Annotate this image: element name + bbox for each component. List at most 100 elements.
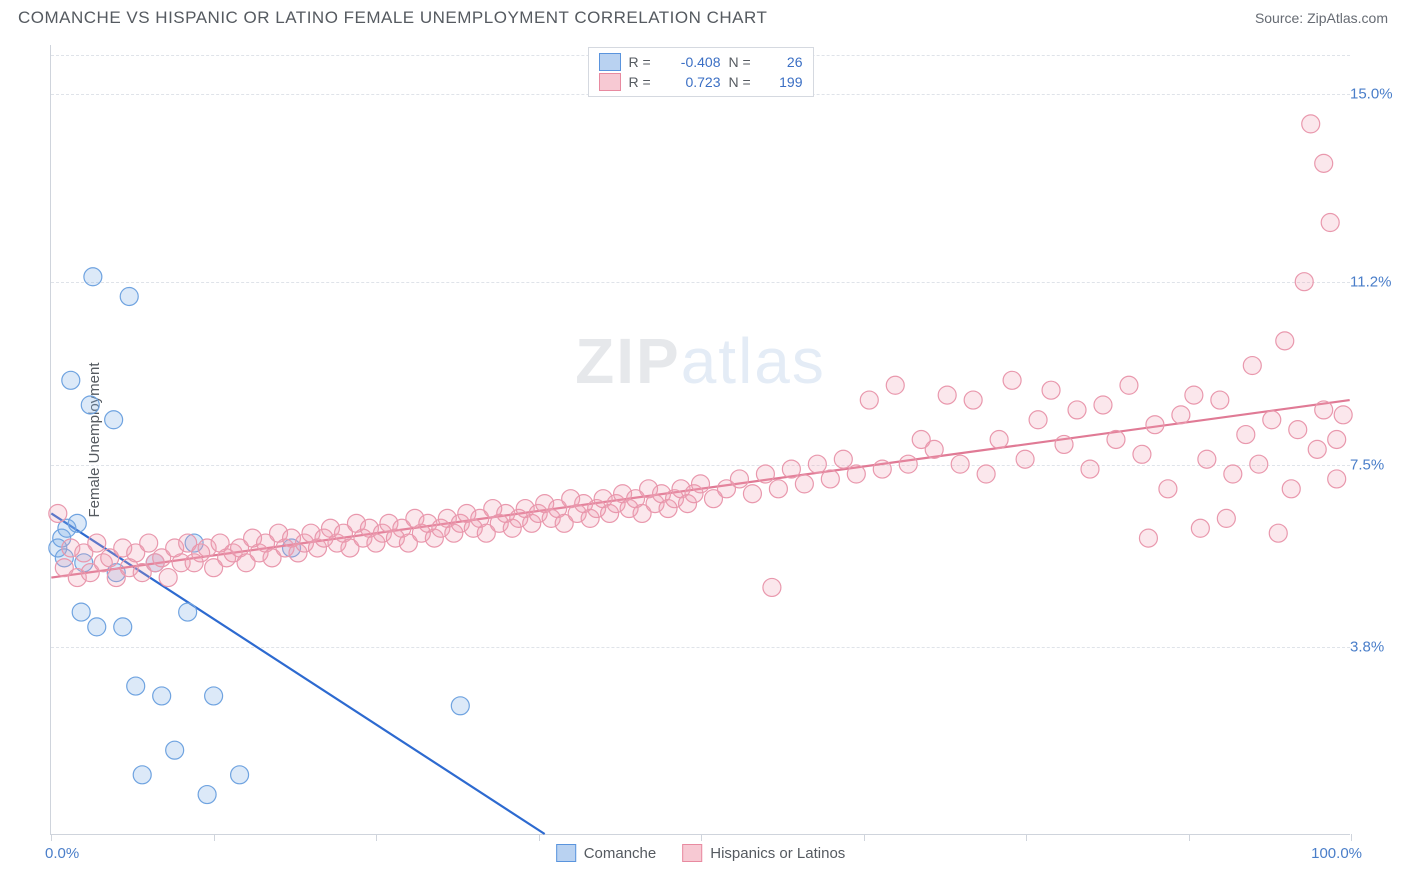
x-axis-min-label: 0.0% bbox=[45, 845, 79, 862]
data-point bbox=[1016, 450, 1034, 468]
data-point bbox=[166, 741, 184, 759]
data-point bbox=[105, 411, 123, 429]
x-tick bbox=[701, 834, 702, 841]
r-label: R = bbox=[629, 74, 657, 90]
legend-series: Comanche Hispanics or Latinos bbox=[556, 844, 846, 862]
y-tick-label: 7.5% bbox=[1350, 456, 1405, 473]
data-point bbox=[730, 470, 748, 488]
data-point bbox=[1159, 480, 1177, 498]
legend-label: Comanche bbox=[584, 845, 657, 862]
n-value-1: 26 bbox=[767, 54, 803, 70]
legend-swatch-icon bbox=[556, 844, 576, 862]
x-tick bbox=[214, 834, 215, 841]
chart-title: COMANCHE VS HISPANIC OR LATINO FEMALE UN… bbox=[18, 8, 767, 28]
chart-area: Female Unemployment ZIPatlas 3.8%7.5%11.… bbox=[50, 45, 1350, 835]
y-tick-label: 3.8% bbox=[1350, 639, 1405, 656]
data-point bbox=[1334, 406, 1352, 424]
n-value-2: 199 bbox=[767, 74, 803, 90]
x-axis-max-label: 100.0% bbox=[1311, 845, 1362, 862]
data-point bbox=[49, 504, 67, 522]
data-point bbox=[977, 465, 995, 483]
data-point bbox=[1003, 371, 1021, 389]
data-point bbox=[1107, 431, 1125, 449]
data-point bbox=[231, 766, 249, 784]
data-point bbox=[951, 455, 969, 473]
data-point bbox=[179, 603, 197, 621]
data-point bbox=[140, 534, 158, 552]
data-point bbox=[1321, 214, 1339, 232]
data-point bbox=[1263, 411, 1281, 429]
data-point bbox=[847, 465, 865, 483]
x-tick bbox=[376, 834, 377, 841]
data-point bbox=[808, 455, 826, 473]
legend-stats: R = -0.408 N = 26 R = 0.723 N = 199 bbox=[588, 47, 814, 97]
n-label: N = bbox=[729, 54, 759, 70]
data-point bbox=[1289, 421, 1307, 439]
data-point bbox=[1302, 115, 1320, 133]
data-point bbox=[1217, 509, 1235, 527]
data-point bbox=[120, 288, 138, 306]
data-point bbox=[1250, 455, 1268, 473]
data-point bbox=[88, 534, 106, 552]
data-point bbox=[451, 697, 469, 715]
data-point bbox=[1276, 332, 1294, 350]
data-point bbox=[1185, 386, 1203, 404]
data-point bbox=[886, 376, 904, 394]
x-tick bbox=[1351, 834, 1352, 841]
x-tick bbox=[51, 834, 52, 841]
data-point bbox=[114, 618, 132, 636]
data-point bbox=[1224, 465, 1242, 483]
x-tick bbox=[539, 834, 540, 841]
data-point bbox=[133, 766, 151, 784]
data-point bbox=[1029, 411, 1047, 429]
header: COMANCHE VS HISPANIC OR LATINO FEMALE UN… bbox=[0, 0, 1406, 32]
data-point bbox=[834, 450, 852, 468]
data-point bbox=[938, 386, 956, 404]
data-point bbox=[1081, 460, 1099, 478]
legend-stats-row-2: R = 0.723 N = 199 bbox=[599, 72, 803, 92]
data-point bbox=[873, 460, 891, 478]
data-point bbox=[1146, 416, 1164, 434]
data-point bbox=[1237, 426, 1255, 444]
legend-item-hispanic: Hispanics or Latinos bbox=[682, 844, 845, 862]
data-point bbox=[1133, 445, 1151, 463]
x-tick bbox=[1189, 834, 1190, 841]
legend-swatch-comanche bbox=[599, 53, 621, 71]
r-value-2: 0.723 bbox=[665, 74, 721, 90]
data-point bbox=[1243, 357, 1261, 375]
data-point bbox=[990, 431, 1008, 449]
data-point bbox=[1042, 381, 1060, 399]
data-point bbox=[1094, 396, 1112, 414]
legend-swatch-icon bbox=[682, 844, 702, 862]
data-point bbox=[756, 465, 774, 483]
data-point bbox=[1198, 450, 1216, 468]
data-point bbox=[1068, 401, 1086, 419]
data-point bbox=[769, 480, 787, 498]
data-point bbox=[1139, 529, 1157, 547]
data-point bbox=[127, 677, 145, 695]
scatter-plot bbox=[51, 45, 1350, 834]
data-point bbox=[925, 440, 943, 458]
data-point bbox=[1328, 431, 1346, 449]
data-point bbox=[782, 460, 800, 478]
legend-label: Hispanics or Latinos bbox=[710, 845, 845, 862]
y-tick-label: 11.2% bbox=[1350, 274, 1405, 291]
data-point bbox=[860, 391, 878, 409]
r-label: R = bbox=[629, 54, 657, 70]
data-point bbox=[821, 470, 839, 488]
data-point bbox=[763, 578, 781, 596]
x-tick bbox=[1026, 834, 1027, 841]
data-point bbox=[1120, 376, 1138, 394]
data-point bbox=[81, 396, 99, 414]
data-point bbox=[198, 786, 216, 804]
legend-swatch-hispanic bbox=[599, 73, 621, 91]
data-point bbox=[1211, 391, 1229, 409]
data-point bbox=[1315, 401, 1333, 419]
data-point bbox=[1282, 480, 1300, 498]
r-value-1: -0.408 bbox=[665, 54, 721, 70]
y-tick-label: 15.0% bbox=[1350, 86, 1405, 103]
data-point bbox=[1295, 273, 1313, 291]
data-point bbox=[795, 475, 813, 493]
data-point bbox=[964, 391, 982, 409]
data-point bbox=[899, 455, 917, 473]
